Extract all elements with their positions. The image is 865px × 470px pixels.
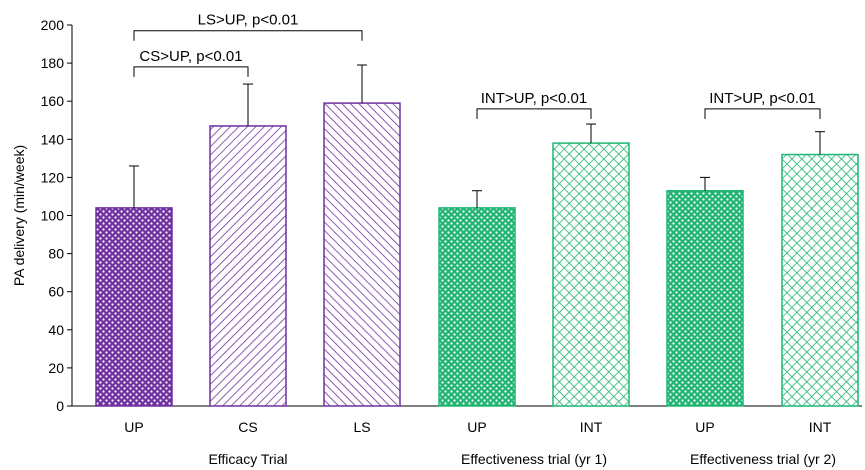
bar (323, 102, 401, 407)
y-tick-label: 0 (56, 398, 64, 414)
group-label: Effectiveness trial (yr 1) (461, 451, 607, 467)
significance-label: INT>UP, p<0.01 (481, 90, 587, 107)
significance-annotations: CS>UP, p<0.01 LS>UP, p<0.01 INT>UP, p<0.01… (133, 12, 821, 119)
significance-label: INT>UP, p<0.01 (709, 90, 815, 107)
error-bars (129, 64, 825, 208)
y-axis-title-group: PA delivery (min/week) (11, 145, 27, 286)
category-label: UP (695, 419, 714, 435)
significance-label: LS>UP, p<0.01 (198, 12, 299, 29)
group-label: Efficacy Trial (208, 451, 287, 467)
significance-bracket (133, 30, 363, 41)
significance-bracket (133, 66, 249, 77)
bar (95, 207, 173, 407)
significance-bracket (704, 108, 821, 119)
category-label: CS (238, 419, 257, 435)
y-axis-title: PA delivery (min/week) (11, 145, 27, 286)
category-label: INT (580, 419, 603, 435)
category-label: UP (124, 419, 143, 435)
category-label: LS (353, 419, 370, 435)
y-tick-label: 60 (48, 284, 64, 300)
bars (95, 102, 859, 407)
y-tick-label: 120 (41, 169, 65, 185)
category-label: INT (809, 419, 832, 435)
bar (438, 207, 516, 407)
significance-label: CS>UP, p<0.01 (139, 48, 242, 65)
y-tick-label: 40 (48, 322, 64, 338)
category-labels: UP CS LS UP INT UP INT Efficacy Trial Effectiven… (124, 419, 836, 467)
bar (666, 189, 744, 407)
y-tick-label: 80 (48, 246, 64, 262)
significance-bracket (476, 108, 592, 119)
bar (781, 153, 859, 407)
y-tick-label: 20 (48, 360, 64, 376)
bar (552, 142, 630, 407)
y-tick-label: 160 (41, 93, 65, 109)
y-tick-label: 180 (41, 55, 65, 71)
y-tick-label: 100 (41, 208, 65, 224)
y-tick-label: 140 (41, 131, 65, 147)
axes: 0 20 40 60 80 100 120 140 160 180 200 (41, 17, 862, 414)
group-label: Effectiveness trial (yr 2) (690, 451, 836, 467)
bar (209, 125, 287, 407)
y-tick-label: 200 (41, 17, 65, 33)
category-label: UP (467, 419, 486, 435)
